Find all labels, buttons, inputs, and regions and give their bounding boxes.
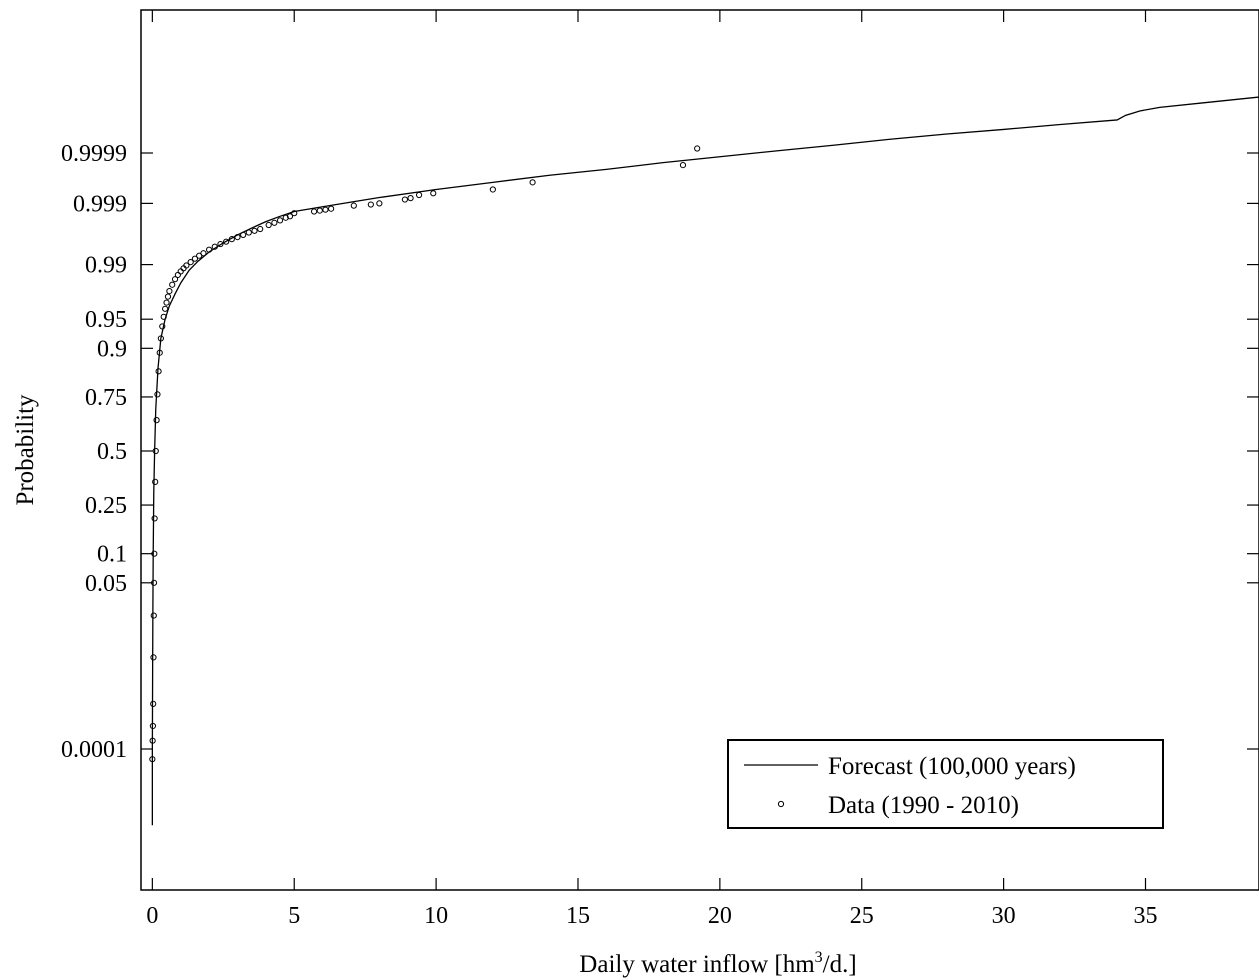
y-tick-label: 0.9999: [61, 141, 127, 167]
data-point: [157, 335, 164, 342]
data-point: [151, 550, 158, 557]
y-tick-label: 0.999: [73, 191, 127, 217]
data-point: [164, 293, 172, 300]
data-point: [286, 213, 294, 220]
data-point: [153, 417, 160, 424]
y-tick-label: 0.9: [97, 336, 127, 362]
data-point: [245, 229, 252, 236]
data-point: [316, 207, 323, 214]
data-point: [282, 214, 289, 221]
data-point: [276, 217, 284, 224]
data-point: [376, 200, 383, 207]
data-point: [489, 186, 496, 193]
legend-entry-forecast: Forecast (100,000 years): [828, 753, 1076, 780]
x-axis-label-main: Daily water inflow [hm: [579, 951, 815, 978]
data-point: [223, 238, 230, 245]
data-point: [240, 231, 247, 239]
data-point: [407, 195, 414, 202]
x-tick-label: 20: [708, 903, 732, 929]
x-tick-label: 5: [288, 903, 300, 929]
data-point: [150, 700, 157, 707]
data-point: [679, 162, 687, 169]
y-tick-label: 0.05: [85, 571, 127, 597]
y-tick-label: 0.95: [85, 307, 127, 333]
y-tick-label: 0.1: [97, 542, 127, 568]
plot-layer: [149, 96, 1259, 826]
y-axis-label: Probability: [12, 394, 39, 506]
y-tick-label: 0.0001: [61, 737, 127, 763]
data-point: [271, 219, 278, 226]
data-point: [155, 368, 162, 375]
data-point: [154, 391, 161, 398]
data-point: [149, 722, 157, 730]
x-tick-label: 0: [146, 903, 158, 929]
data-point: [430, 190, 437, 197]
y-tick-label: 0.5: [97, 439, 127, 465]
data-point: [169, 281, 176, 288]
data-point: [159, 323, 166, 330]
y-tick-label: 0.99: [85, 253, 127, 279]
data-point: [152, 447, 159, 455]
data-point: [160, 313, 167, 320]
data-point: [200, 250, 207, 257]
data-point: [328, 205, 335, 212]
y-tick-label: 0.25: [85, 493, 127, 519]
data-point: [291, 210, 298, 217]
x-axis-label-superscript: 3: [815, 949, 823, 966]
legend-entry-data: Data (1990 - 2010): [828, 792, 1019, 819]
data-point: [228, 236, 235, 243]
data-point: [401, 196, 408, 203]
data-point: [191, 255, 199, 262]
data-point: [251, 227, 258, 234]
data-point: [187, 258, 194, 266]
x-tick-label: 15: [566, 903, 590, 929]
plot-frame: [140, 9, 1259, 891]
legend: Forecast (100,000 years) Data (1990 - 20…: [727, 739, 1164, 829]
data-point: [163, 299, 170, 306]
x-axis-label-suffix: /d.]: [823, 951, 857, 978]
ticks-layer: 0 5 10 15 20 25 30 35 0.0001 0.05 0.1 0.25 0.5 0.75 0.…: [61, 10, 1259, 929]
data-point: [162, 305, 169, 312]
data-point: [217, 240, 224, 248]
data-point: [529, 179, 536, 186]
data-point: [206, 246, 213, 253]
data-point: [171, 276, 179, 283]
data-point: [166, 288, 173, 295]
data-point: [265, 221, 272, 229]
data-point: [367, 201, 374, 208]
forecast-line: [151, 96, 1259, 826]
x-axis-label: Daily water inflow [hm3/d.]: [579, 949, 856, 978]
data-point: [156, 349, 163, 356]
data-point: [150, 579, 158, 586]
data-point: [322, 206, 329, 213]
data-point: [694, 145, 701, 152]
data-point: [149, 756, 156, 763]
data-point: [152, 478, 159, 485]
legend-box: [727, 739, 1164, 829]
x-tick-label: 10: [424, 903, 448, 929]
data-point: [150, 654, 157, 661]
data-point: [310, 208, 318, 215]
data-point: [234, 234, 241, 241]
data-point: [257, 225, 264, 233]
data-point: [149, 737, 156, 744]
data-point: [183, 262, 190, 269]
data-point: [150, 612, 157, 619]
x-tick-label: 35: [1133, 903, 1157, 929]
data-point: [415, 191, 423, 199]
x-tick-label: 30: [992, 903, 1016, 929]
legend-marker-swatch: [777, 800, 785, 808]
x-tick-label: 25: [850, 903, 874, 929]
y-tick-label: 0.75: [85, 385, 127, 411]
data-point: [350, 202, 357, 209]
data-point: [151, 515, 158, 522]
data-point: [211, 243, 218, 250]
